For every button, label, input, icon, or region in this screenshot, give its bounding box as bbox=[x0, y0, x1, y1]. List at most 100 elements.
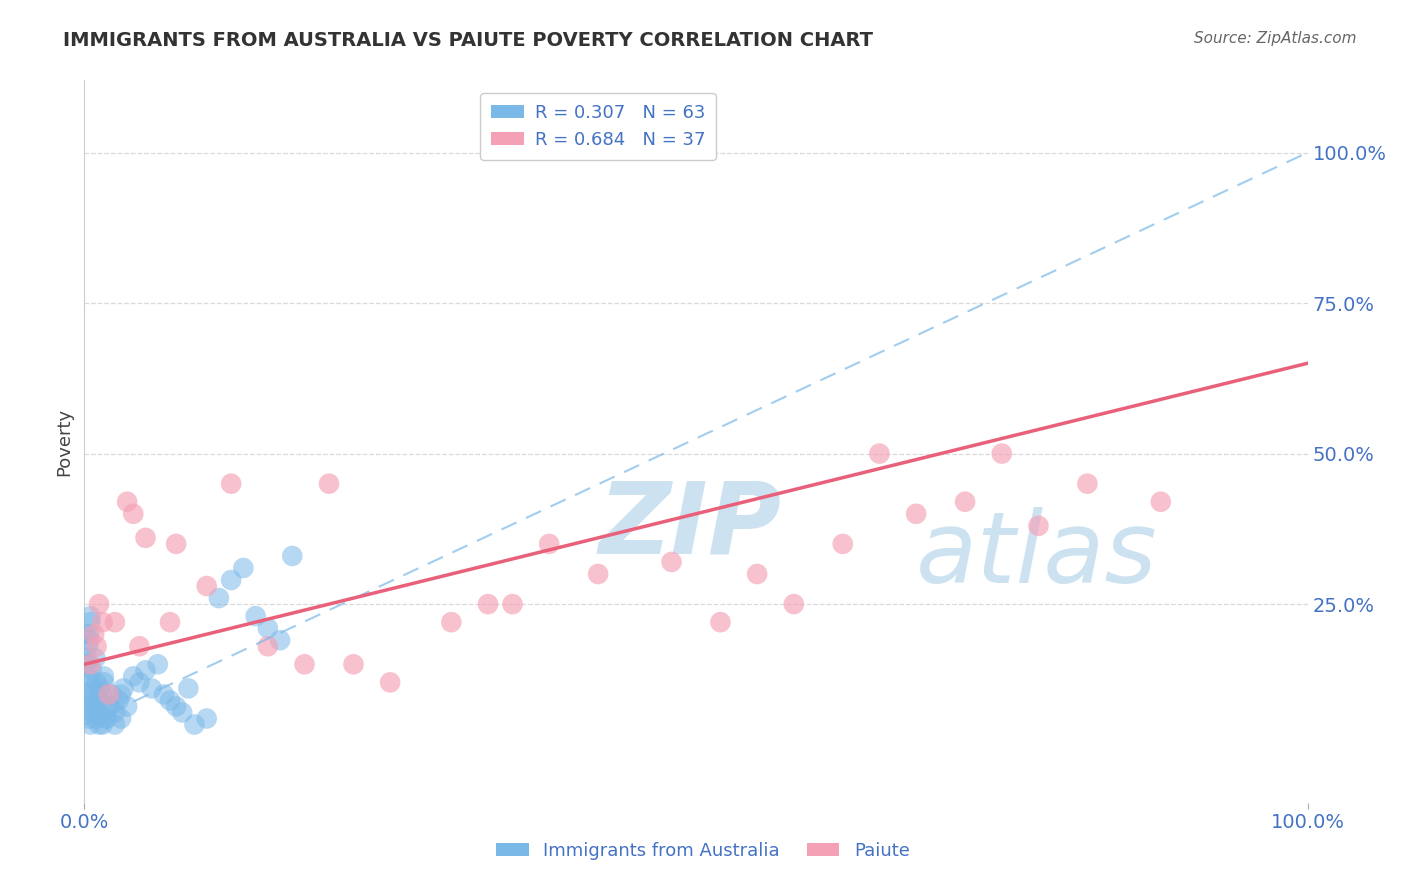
Point bbox=[96, 712, 118, 726]
Point bbox=[77, 639, 100, 653]
Point bbox=[87, 706, 110, 720]
Point bbox=[172, 706, 194, 720]
Point bbox=[294, 657, 316, 672]
Point bbox=[440, 615, 463, 630]
Text: ZIP: ZIP bbox=[598, 477, 782, 574]
Point bbox=[177, 681, 200, 696]
Point bbox=[1076, 476, 1098, 491]
Point bbox=[208, 591, 231, 606]
Point bbox=[141, 681, 163, 696]
Point bbox=[709, 615, 731, 630]
Point bbox=[86, 639, 108, 653]
Point bbox=[104, 706, 127, 720]
Point bbox=[128, 675, 150, 690]
Text: Source: ZipAtlas.com: Source: ZipAtlas.com bbox=[1194, 31, 1357, 46]
Point bbox=[905, 507, 928, 521]
Point bbox=[80, 706, 103, 720]
Point bbox=[93, 669, 115, 683]
Point bbox=[281, 549, 304, 563]
Point bbox=[146, 657, 169, 672]
Point bbox=[1150, 494, 1173, 508]
Point bbox=[991, 446, 1014, 460]
Point bbox=[82, 699, 104, 714]
Point bbox=[79, 615, 101, 630]
Point bbox=[75, 675, 97, 690]
Point bbox=[869, 446, 891, 460]
Point bbox=[77, 627, 100, 641]
Point bbox=[165, 537, 187, 551]
Point bbox=[112, 681, 135, 696]
Point bbox=[83, 627, 105, 641]
Point bbox=[100, 687, 122, 701]
Point bbox=[104, 615, 127, 630]
Point bbox=[219, 476, 242, 491]
Point bbox=[91, 615, 114, 630]
Point bbox=[89, 681, 111, 696]
Point bbox=[219, 573, 242, 587]
Point bbox=[183, 717, 205, 731]
Y-axis label: Poverty: Poverty bbox=[55, 408, 73, 475]
Point bbox=[195, 579, 218, 593]
Point bbox=[245, 609, 267, 624]
Legend: R = 0.307   N = 63, R = 0.684   N = 37: R = 0.307 N = 63, R = 0.684 N = 37 bbox=[481, 93, 716, 160]
Point bbox=[87, 717, 110, 731]
Point bbox=[91, 717, 114, 731]
Point bbox=[502, 597, 524, 611]
Point bbox=[586, 567, 609, 582]
Point bbox=[122, 507, 145, 521]
Point bbox=[153, 687, 176, 701]
Point bbox=[953, 494, 976, 508]
Point bbox=[77, 633, 100, 648]
Point bbox=[159, 615, 181, 630]
Point bbox=[97, 699, 120, 714]
Point bbox=[82, 693, 104, 707]
Point bbox=[135, 664, 157, 678]
Point bbox=[84, 651, 107, 665]
Text: atlas: atlas bbox=[917, 508, 1157, 605]
Point bbox=[135, 531, 157, 545]
Point bbox=[380, 675, 402, 690]
Point bbox=[232, 561, 254, 575]
Point bbox=[115, 494, 138, 508]
Point bbox=[80, 664, 103, 678]
Point bbox=[87, 693, 110, 707]
Point bbox=[83, 681, 105, 696]
Point bbox=[1028, 518, 1050, 533]
Point bbox=[110, 712, 132, 726]
Point bbox=[783, 597, 806, 611]
Point bbox=[76, 651, 98, 665]
Point bbox=[77, 669, 100, 683]
Point bbox=[84, 712, 107, 726]
Point bbox=[318, 476, 340, 491]
Point bbox=[269, 633, 291, 648]
Point bbox=[75, 627, 97, 641]
Point bbox=[83, 687, 105, 701]
Point bbox=[76, 657, 98, 672]
Point bbox=[159, 693, 181, 707]
Point bbox=[128, 639, 150, 653]
Point bbox=[79, 657, 101, 672]
Point bbox=[122, 669, 145, 683]
Point bbox=[342, 657, 364, 672]
Point bbox=[165, 699, 187, 714]
Point bbox=[195, 712, 218, 726]
Point bbox=[97, 699, 120, 714]
Point bbox=[107, 693, 129, 707]
Point bbox=[87, 597, 110, 611]
Point bbox=[90, 687, 112, 701]
Point bbox=[110, 687, 132, 701]
Point bbox=[93, 675, 115, 690]
Text: IMMIGRANTS FROM AUSTRALIA VS PAIUTE POVERTY CORRELATION CHART: IMMIGRANTS FROM AUSTRALIA VS PAIUTE POVE… bbox=[63, 31, 873, 50]
Point bbox=[257, 621, 280, 635]
Point bbox=[77, 712, 100, 726]
Point bbox=[115, 699, 138, 714]
Point bbox=[747, 567, 769, 582]
Point bbox=[831, 537, 853, 551]
Point bbox=[477, 597, 499, 611]
Point bbox=[86, 699, 108, 714]
Point bbox=[104, 717, 127, 731]
Point bbox=[257, 639, 280, 653]
Point bbox=[76, 687, 98, 701]
Point bbox=[86, 675, 108, 690]
Point bbox=[75, 699, 97, 714]
